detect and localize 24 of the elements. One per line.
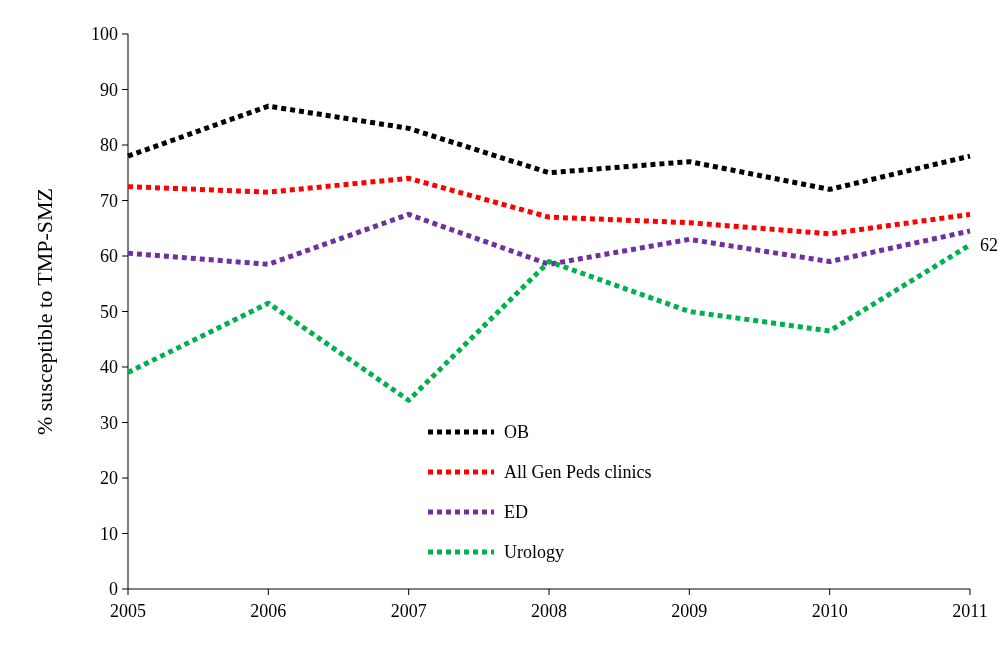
legend-label: All Gen Peds clinics: [504, 462, 652, 483]
legend-label: OB: [504, 422, 530, 443]
y-tick-label: 40: [100, 357, 118, 378]
x-tick-label: 2008: [531, 601, 567, 621]
x-tick-label: 2010: [811, 601, 848, 621]
y-tick-label: 10: [100, 523, 118, 544]
x-tick-label: 2005: [110, 601, 146, 621]
y-tick-label: 0: [109, 579, 118, 600]
y-tick-label: 90: [100, 79, 118, 100]
x-tick-label: 2011: [952, 601, 988, 621]
x-tick-label: 2006: [250, 601, 287, 621]
y-axis-title: % susceptible to TMP-SMZ: [32, 187, 57, 436]
legend-label: ED: [504, 502, 528, 523]
y-tick-label: 70: [100, 190, 118, 211]
data-label: 62: [980, 234, 998, 255]
y-tick-label: 60: [100, 246, 118, 267]
y-tick-label: 20: [100, 468, 118, 489]
x-tick-label: 2009: [671, 601, 708, 621]
legend-label: Urology: [504, 542, 564, 563]
y-tick-label: 30: [100, 412, 118, 433]
y-tick-label: 80: [100, 135, 118, 156]
y-tick-label: 100: [91, 24, 118, 45]
y-tick-label: 50: [100, 301, 118, 322]
x-tick-label: 2007: [390, 601, 427, 621]
